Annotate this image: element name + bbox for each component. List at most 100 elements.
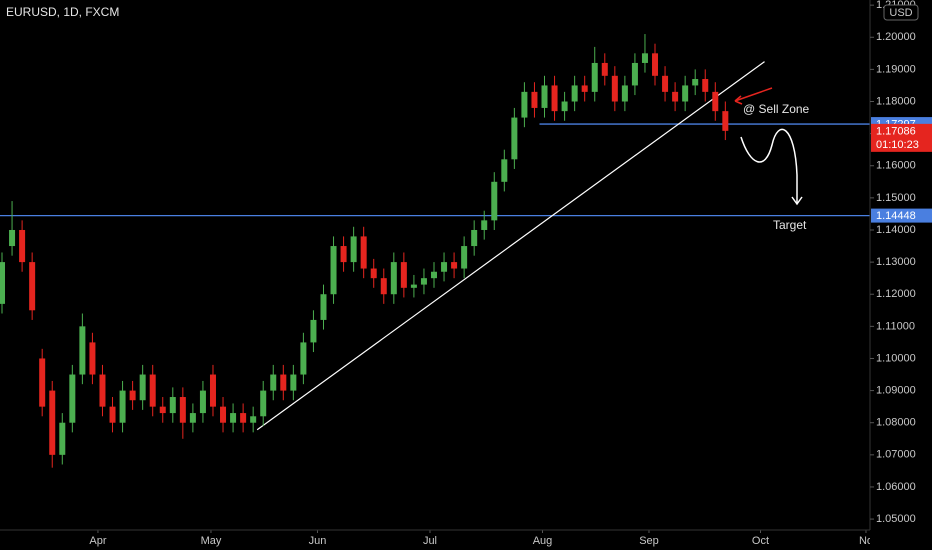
y-tick-label: 1.12000 — [876, 288, 916, 300]
candle-body — [220, 406, 227, 423]
candle-body — [179, 397, 186, 423]
plot-area: Apr May Jun Jul Aug Sep Oct No — [0, 34, 873, 547]
candle-body — [139, 374, 146, 401]
candle-body — [49, 390, 56, 455]
candle-body — [199, 390, 206, 414]
candle-body — [240, 413, 247, 423]
y-tick-label: 1.18000 — [876, 95, 916, 107]
candle-body — [531, 91, 538, 108]
candle-body — [471, 229, 478, 247]
candle-body — [0, 262, 6, 304]
candle-body — [611, 75, 618, 102]
y-tick-label: 1.07000 — [876, 449, 916, 461]
candle-body — [692, 79, 699, 86]
candle-body — [79, 326, 86, 375]
y-tick-label: 1.13000 — [876, 256, 916, 268]
candle-body — [230, 413, 237, 423]
candle-body — [310, 319, 317, 343]
candle-body — [591, 62, 598, 92]
candle-body — [511, 117, 518, 160]
y-tick-label: 1.08000 — [876, 417, 916, 429]
y-tick-label: 1.15000 — [876, 192, 916, 204]
level-price-box — [871, 208, 932, 223]
candle-body — [541, 85, 548, 108]
candle-body — [712, 91, 719, 112]
candle-body — [682, 85, 689, 102]
x-tick-label: Jul — [423, 535, 437, 547]
candle-body — [290, 374, 297, 391]
candle-body — [19, 229, 26, 263]
x-tick-label: May — [201, 535, 222, 547]
candle-body — [390, 262, 397, 295]
x-tick-label: No — [859, 535, 873, 547]
candle-body — [601, 62, 608, 76]
y-tick-label: 1.06000 — [876, 481, 916, 493]
y-tick-label: 1.05000 — [876, 513, 916, 525]
candle-body — [9, 229, 16, 247]
candle-body — [722, 111, 729, 131]
y-tick-label: 1.11000 — [876, 320, 915, 332]
candle-body — [69, 374, 76, 423]
candle-body — [159, 406, 166, 414]
candle-body — [461, 246, 468, 269]
candle-body — [260, 390, 267, 417]
candle-body — [501, 159, 508, 182]
last-price-label: 1.17086 — [876, 125, 916, 137]
annotation: Target — [773, 218, 807, 232]
candle-body — [441, 262, 448, 272]
candle-body — [270, 374, 277, 391]
candle-body — [99, 374, 106, 407]
candle-body — [109, 406, 116, 423]
currency: USD — [889, 7, 912, 19]
candle-body — [491, 181, 498, 221]
candle-body — [451, 262, 458, 269]
candle-body — [89, 342, 96, 375]
red-arrow-head — [734, 95, 743, 105]
candle-body — [350, 236, 357, 263]
price-axis: 1.05000 1.06000 1.07000 1.08000 1.09000 1.100… — [870, 0, 932, 525]
y-tick-label: 1.14000 — [876, 224, 916, 236]
candle-body — [330, 246, 337, 295]
candle-body — [39, 358, 46, 407]
candle-body — [360, 236, 367, 269]
annotation: @ Sell Zone — [743, 102, 810, 116]
candle-body — [169, 397, 176, 414]
last-price-box — [871, 123, 932, 152]
candle-body — [320, 294, 327, 320]
curved-arrow-head — [791, 196, 803, 206]
x-tick-label: Oct — [752, 535, 769, 547]
chart-title: EURUSD, 1D, FXCM — [6, 5, 119, 19]
candle-body — [631, 62, 638, 86]
candle-body — [340, 246, 347, 263]
candle-body — [119, 390, 126, 423]
y-tick-label: 1.19000 — [876, 63, 916, 75]
x-tick-label: Sep — [639, 535, 659, 547]
x-tick-label: Jun — [309, 535, 327, 547]
candle-body — [59, 422, 66, 455]
trendline — [256, 61, 765, 431]
y-tick-label: 1.20000 — [876, 31, 916, 43]
candle-body — [29, 262, 36, 311]
candle-body — [621, 85, 628, 102]
candle-body — [129, 390, 136, 401]
candle-body — [149, 374, 156, 407]
candle-body — [370, 268, 377, 279]
candle-body — [662, 75, 669, 92]
candle-body — [641, 53, 648, 63]
currency-box — [883, 4, 919, 21]
candle-body — [209, 374, 216, 407]
candle-body — [551, 85, 558, 112]
y-tick-label: 1.10000 — [876, 352, 916, 364]
candle-body — [672, 91, 679, 102]
candle-body — [702, 79, 709, 92]
candle-body — [521, 91, 528, 118]
candle-body — [420, 278, 427, 285]
x-tick-label: Aug — [533, 535, 553, 547]
y-tick-label: 1.16000 — [876, 160, 916, 172]
candle-body — [652, 53, 659, 76]
red-arrow — [734, 87, 773, 102]
candle-body — [561, 101, 568, 112]
